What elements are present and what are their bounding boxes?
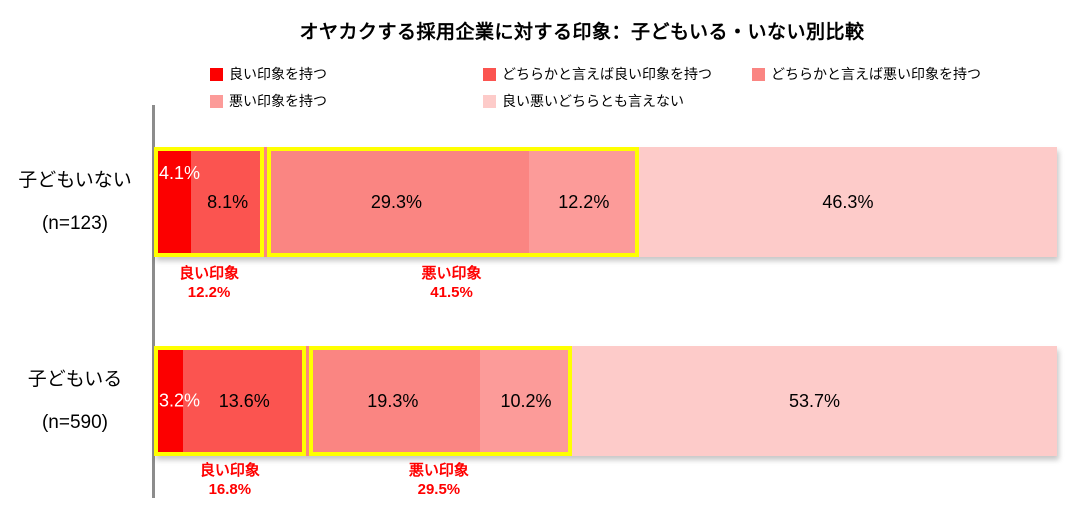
legend-swatch-bad-icon: [210, 94, 223, 108]
annotation-label: 良い印象: [199, 462, 260, 479]
segment-value: 3.2%: [159, 390, 201, 411]
legend-item-somewhat-bad: どちらかと言えば悪い印象を持つ: [752, 64, 981, 84]
bar-segment: 8.1%: [191, 147, 265, 257]
category-label-no-children: 子どもいない (n=123): [0, 147, 150, 257]
segment-value: 53.7%: [788, 390, 841, 411]
segment-value: 4.1%: [159, 163, 201, 183]
category-name: 子どもいる: [27, 369, 123, 390]
category-name: 子どもいない: [18, 170, 132, 191]
legend-item-somewhat-good: どちらかと言えば良い印象を持つ: [483, 64, 712, 84]
stacked-bar-no-children: 4.1% 8.1% 29.3% 12.2% 46.3%: [154, 147, 1057, 257]
legend-label: 良い印象を持つ: [229, 66, 327, 82]
category-sample-size: (n=123): [41, 213, 109, 234]
bar-segment: 53.7%: [572, 346, 1057, 456]
bar-segment: 12.2%: [528, 147, 639, 257]
legend-swatch-somewhat-good-icon: [483, 67, 496, 81]
legend-item-good: 良い印象を持つ: [210, 64, 327, 84]
category-sample-size: (n=590): [41, 412, 109, 433]
bar-segment: 19.3%: [305, 346, 480, 456]
stacked-bar-has-children: 3.2% 13.6% 19.3% 10.2% 53.7%: [154, 346, 1057, 456]
segment-value: 12.2%: [558, 191, 610, 212]
legend-swatch-good-icon: [210, 67, 223, 81]
legend-swatch-somewhat-bad-icon: [752, 67, 765, 81]
bad-impression-highlight-box: [267, 147, 639, 257]
annotation-value: 29.5%: [417, 481, 461, 498]
y-axis-line: [152, 105, 155, 498]
segment-value: 46.3%: [822, 191, 874, 212]
bar-segment: 13.6%: [182, 346, 306, 456]
good-impression-highlight-box: [154, 346, 306, 456]
annotation-label: 悪い印象: [408, 462, 469, 479]
annotation-row: 良い印象 12.2% 悪い印象 41.5%: [154, 264, 1057, 308]
bar-segment: 4.1%: [154, 147, 200, 257]
bar-segment: 46.3%: [638, 147, 1057, 257]
good-impression-annotation: 良い印象 16.8%: [200, 461, 260, 499]
segment-value: 19.3%: [367, 390, 419, 411]
legend-label: 悪い印象を持つ: [229, 93, 327, 109]
segment-value: 10.2%: [500, 390, 552, 411]
segment-value: 29.3%: [370, 191, 422, 212]
bad-impression-annotation: 悪い印象 41.5%: [422, 264, 482, 302]
good-impression-annotation: 良い印象 12.2%: [179, 264, 239, 302]
segment-value: 13.6%: [218, 390, 270, 411]
annotation-value: 16.8%: [208, 481, 252, 498]
category-label-has-children: 子どもいる (n=590): [0, 346, 150, 456]
legend-item-bad: 悪い印象を持つ: [210, 91, 327, 111]
bar-segment: 29.3%: [264, 147, 529, 257]
annotation-value: 41.5%: [430, 284, 473, 301]
annotation-label: 良い印象: [179, 265, 240, 282]
bad-impression-annotation: 悪い印象 29.5%: [409, 461, 469, 499]
legend-label: どちらかと言えば悪い印象を持つ: [771, 66, 981, 82]
bad-impression-highlight-box: [308, 346, 573, 456]
legend-swatch-neutral-icon: [483, 94, 496, 108]
chart-title: オヤカクする採用企業に対する印象：子どもいる・いない別比較: [299, 22, 865, 43]
bar-segment: 10.2%: [479, 346, 573, 456]
annotation-label: 悪い印象: [421, 265, 482, 282]
annotation-value: 12.2%: [187, 284, 231, 301]
good-impression-highlight-box: [154, 147, 265, 257]
bar-segment: 3.2%: [154, 346, 200, 456]
legend-label: 良い悪いどちらとも言えない: [502, 93, 684, 109]
legend-item-neutral: 良い悪いどちらとも言えない: [483, 91, 684, 111]
segment-value: 8.1%: [207, 191, 249, 212]
legend-label: どちらかと言えば良い印象を持つ: [502, 66, 712, 82]
annotation-row: 良い印象 16.8% 悪い印象 29.5%: [154, 461, 1057, 505]
